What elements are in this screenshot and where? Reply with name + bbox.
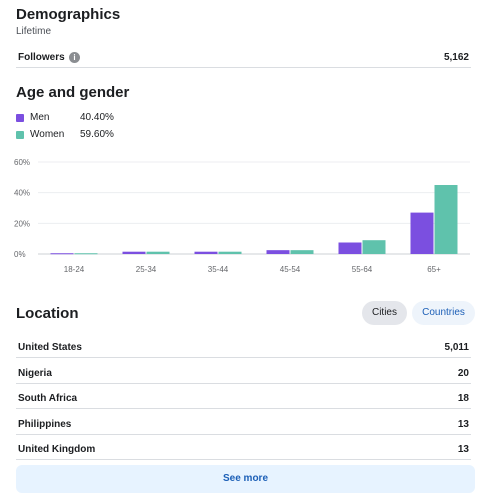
demographics-subtitle: Lifetime	[16, 26, 52, 37]
info-icon[interactable]: i	[69, 52, 80, 63]
legend-label-men: Men	[30, 112, 50, 123]
y-tick-label: 0%	[14, 250, 26, 259]
tab-cities[interactable]: Cities	[362, 301, 407, 325]
y-tick-label: 60%	[14, 158, 30, 167]
bar-women-18-24[interactable]	[74, 253, 98, 255]
location-row-value: 13	[457, 419, 469, 430]
bar-men-18-24[interactable]	[50, 253, 74, 255]
x-tick-label: 18-24	[64, 265, 85, 274]
legend-value-women: 59.60%	[80, 129, 114, 140]
x-tick-label: 65+	[427, 265, 441, 274]
x-tick-label: 45-54	[280, 265, 301, 274]
divider	[16, 383, 471, 384]
divider	[16, 459, 471, 460]
demographics-title: Demographics	[16, 6, 121, 23]
legend-swatch-women	[16, 131, 24, 139]
bar-women-35-44[interactable]	[218, 251, 242, 254]
legend-value-men: 40.40%	[80, 112, 114, 123]
x-tick-label: 25-34	[136, 265, 157, 274]
bar-women-25-34[interactable]	[146, 251, 170, 254]
location-row-name: Nigeria	[18, 368, 52, 379]
y-tick-label: 40%	[14, 189, 30, 198]
bar-women-55-64[interactable]	[362, 240, 386, 254]
legend-swatch-men	[16, 114, 24, 122]
location-row-name: South Africa	[18, 393, 78, 404]
divider	[16, 408, 471, 409]
location-row-name: United Kingdom	[18, 444, 96, 455]
location-row-value: 18	[457, 393, 469, 404]
bar-men-55-64[interactable]	[338, 242, 362, 255]
y-tick-label: 20%	[14, 219, 30, 228]
divider	[16, 434, 471, 435]
x-tick-label: 35-44	[208, 265, 229, 274]
divider	[16, 67, 471, 68]
age-gender-title: Age and gender	[16, 84, 130, 101]
followers-value: 5,162	[443, 52, 469, 63]
location-row-value: 13	[457, 444, 469, 455]
bar-men-35-44[interactable]	[194, 251, 218, 254]
divider	[16, 357, 471, 358]
bar-women-45-54[interactable]	[290, 250, 314, 254]
location-title: Location	[16, 305, 79, 322]
location-row-name: United States	[18, 342, 82, 353]
location-row-value: 5,011	[444, 342, 469, 353]
x-tick-label: 55-64	[352, 265, 373, 274]
age-gender-chart: 60% 40% 20% 0% 18-24 25-34 35-44 45-54 55-64 65+	[14, 158, 470, 274]
see-more-button[interactable]: See more	[16, 465, 475, 493]
bar-men-25-34[interactable]	[122, 251, 146, 254]
legend-label-women: Women	[30, 129, 65, 140]
bar-men-45-54[interactable]	[266, 250, 290, 254]
location-row-value: 20	[457, 368, 469, 379]
bar-women-65+[interactable]	[434, 185, 458, 254]
location-row-name: Philippines	[18, 419, 72, 430]
tab-countries[interactable]: Countries	[412, 301, 475, 325]
followers-label: Followers	[18, 52, 65, 63]
bar-men-65+[interactable]	[410, 212, 434, 254]
